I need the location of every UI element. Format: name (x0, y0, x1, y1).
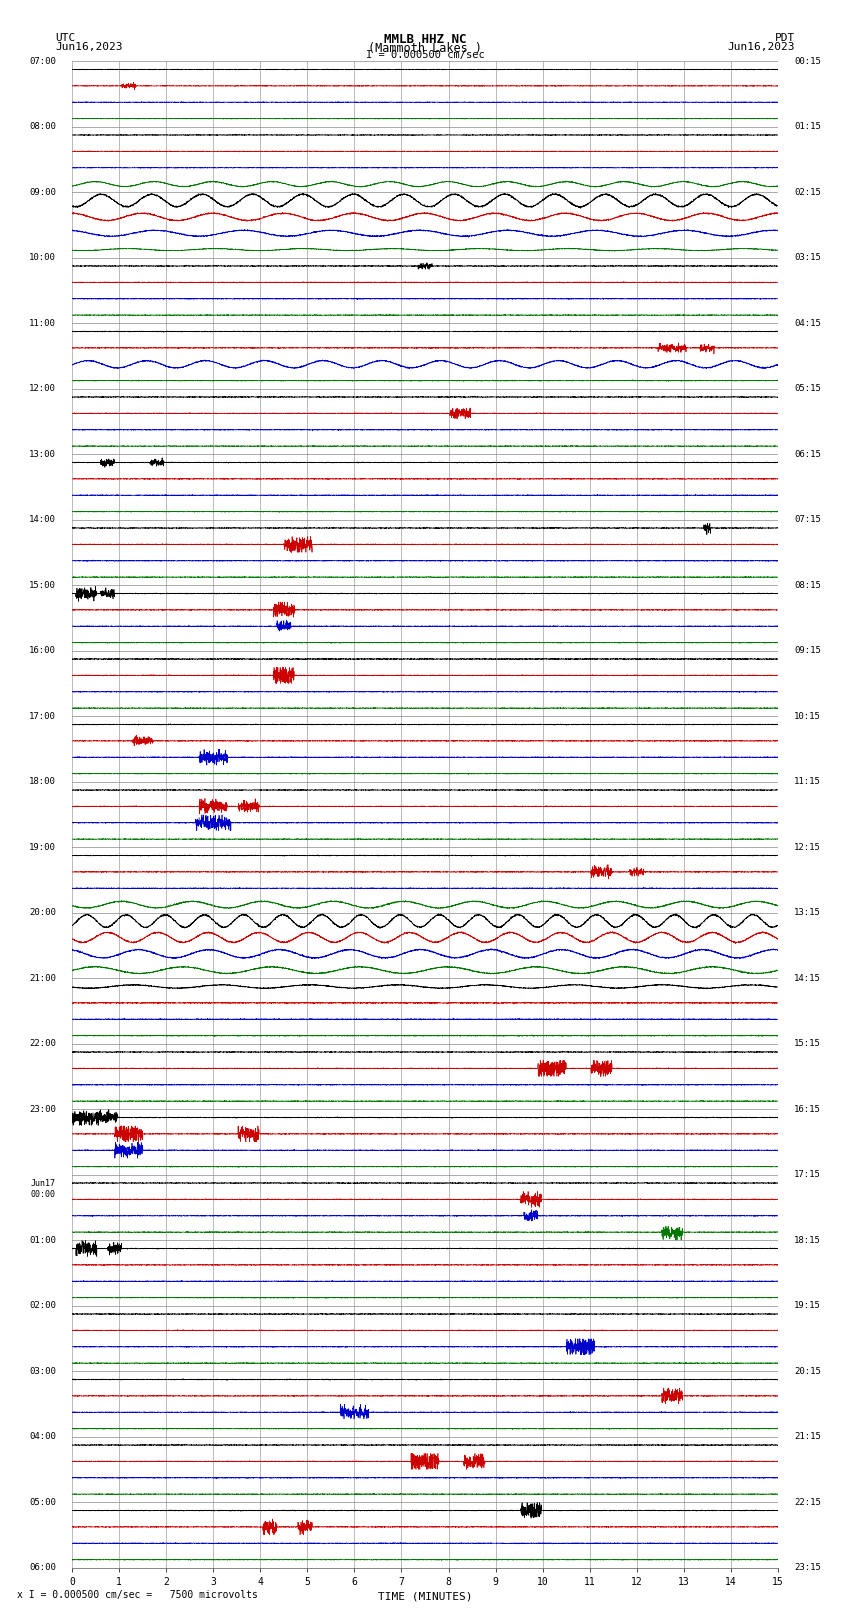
Text: 08:00: 08:00 (29, 123, 56, 131)
Text: 05:15: 05:15 (794, 384, 821, 394)
Text: 13:00: 13:00 (29, 450, 56, 458)
Text: 19:15: 19:15 (794, 1302, 821, 1310)
Text: 02:15: 02:15 (794, 187, 821, 197)
Text: 21:15: 21:15 (794, 1432, 821, 1442)
Text: Jun17: Jun17 (31, 1179, 56, 1187)
Text: 04:15: 04:15 (794, 319, 821, 327)
Text: 08:15: 08:15 (794, 581, 821, 590)
Text: 07:00: 07:00 (29, 56, 56, 66)
Text: 22:00: 22:00 (29, 1039, 56, 1048)
Text: 00:00: 00:00 (31, 1190, 56, 1198)
Text: UTC: UTC (55, 32, 76, 44)
Text: 10:00: 10:00 (29, 253, 56, 263)
Text: x I = 0.000500 cm/sec =   7500 microvolts: x I = 0.000500 cm/sec = 7500 microvolts (17, 1590, 258, 1600)
Text: 03:00: 03:00 (29, 1366, 56, 1376)
Text: 17:00: 17:00 (29, 711, 56, 721)
Text: 04:00: 04:00 (29, 1432, 56, 1442)
Text: 21:00: 21:00 (29, 974, 56, 982)
Text: 22:15: 22:15 (794, 1498, 821, 1507)
Text: 12:00: 12:00 (29, 384, 56, 394)
Text: 10:15: 10:15 (794, 711, 821, 721)
Text: 11:00: 11:00 (29, 319, 56, 327)
Text: 03:15: 03:15 (794, 253, 821, 263)
Text: 02:00: 02:00 (29, 1302, 56, 1310)
Text: 20:15: 20:15 (794, 1366, 821, 1376)
Text: 09:00: 09:00 (29, 187, 56, 197)
Text: 13:15: 13:15 (794, 908, 821, 918)
Text: 19:00: 19:00 (29, 844, 56, 852)
Text: 23:15: 23:15 (794, 1563, 821, 1573)
Text: I = 0.000500 cm/sec: I = 0.000500 cm/sec (366, 50, 484, 60)
Text: 16:15: 16:15 (794, 1105, 821, 1115)
Text: 18:00: 18:00 (29, 777, 56, 786)
Text: 00:15: 00:15 (794, 56, 821, 66)
Text: MMLB HHZ NC: MMLB HHZ NC (383, 32, 467, 47)
X-axis label: TIME (MINUTES): TIME (MINUTES) (377, 1590, 473, 1602)
Text: 20:00: 20:00 (29, 908, 56, 918)
Text: 06:00: 06:00 (29, 1563, 56, 1573)
Text: 01:00: 01:00 (29, 1236, 56, 1245)
Text: 06:15: 06:15 (794, 450, 821, 458)
Text: 07:15: 07:15 (794, 515, 821, 524)
Text: 12:15: 12:15 (794, 844, 821, 852)
Text: 15:15: 15:15 (794, 1039, 821, 1048)
Text: (Mammoth Lakes ): (Mammoth Lakes ) (368, 42, 482, 55)
Text: PDT: PDT (774, 32, 795, 44)
Text: Jun16,2023: Jun16,2023 (728, 42, 795, 52)
Text: 17:15: 17:15 (794, 1171, 821, 1179)
Text: Jun16,2023: Jun16,2023 (55, 42, 122, 52)
Text: 05:00: 05:00 (29, 1498, 56, 1507)
Text: 16:00: 16:00 (29, 647, 56, 655)
Text: 01:15: 01:15 (794, 123, 821, 131)
Text: 11:15: 11:15 (794, 777, 821, 786)
Text: 09:15: 09:15 (794, 647, 821, 655)
Text: 23:00: 23:00 (29, 1105, 56, 1115)
Text: 18:15: 18:15 (794, 1236, 821, 1245)
Text: 14:00: 14:00 (29, 515, 56, 524)
Text: 15:00: 15:00 (29, 581, 56, 590)
Text: 14:15: 14:15 (794, 974, 821, 982)
